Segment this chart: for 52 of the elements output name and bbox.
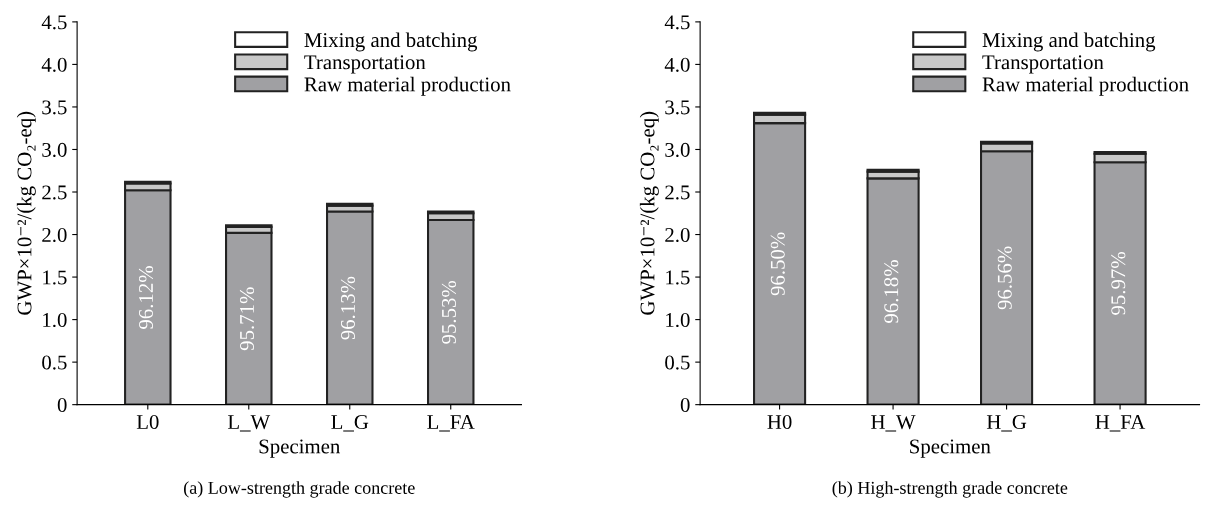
- bar: [225, 231, 273, 405]
- annotation: 96.13%: [340, 276, 356, 340]
- x-tick-label: H_FA: [1095, 415, 1146, 432]
- legend-label: Mixing and batching: [982, 32, 1156, 52]
- y-tick-label: 0: [57, 398, 67, 413]
- y-tick-label: 3.5: [42, 100, 67, 115]
- x-tick-label: H_W: [871, 415, 916, 432]
- x-tick-label: L_G: [331, 415, 369, 432]
- legend-label: Mixing and batching: [304, 32, 478, 52]
- y-tick-label: 0.5: [42, 355, 67, 370]
- y-tick-label: 4.5: [664, 15, 690, 30]
- y-tick-label: 4.0: [41, 57, 67, 72]
- y-tick-label: 3.0: [42, 142, 67, 157]
- y-tick-label: 2.0: [665, 227, 690, 243]
- y-tick-label: 1.0: [43, 312, 67, 328]
- bar: [124, 189, 172, 405]
- y-tick-label: 1.5: [666, 270, 690, 285]
- legend-label: Transportation: [304, 55, 426, 74]
- x-tick-label: L_W: [227, 415, 271, 432]
- annotation: 96.56%: [997, 246, 1012, 310]
- legend-label: Raw material production: [304, 76, 511, 96]
- x-axis-title: Specimen: [259, 439, 341, 458]
- x-tick-label: H_G: [986, 415, 1027, 432]
- annotation: 96.50%: [770, 232, 785, 296]
- bar: [326, 210, 374, 405]
- y-tick-label: 0: [680, 398, 690, 413]
- legend-label: Raw material production: [982, 76, 1189, 96]
- text: (a) Low-strength grade concrete: [184, 481, 415, 498]
- annotation: 95.97%: [1111, 252, 1126, 315]
- y-tick-label: 3.5: [665, 100, 690, 115]
- annotation: 96.12%: [138, 266, 154, 329]
- y-tick-label: 1.5: [43, 270, 67, 285]
- y-tick-label: 4.5: [41, 15, 67, 30]
- x-axis-title: Specimen: [910, 439, 991, 458]
- y-tick-label: 2.5: [665, 185, 690, 200]
- x-tick-label: L0: [136, 414, 159, 430]
- x-tick-label: L_FA: [427, 415, 475, 432]
- text: (b) High-strength grade concrete: [832, 481, 1068, 498]
- annotation: 95.53%: [441, 280, 457, 344]
- y-tick-label: 1.0: [666, 312, 690, 328]
- y-tick-label: 2.0: [42, 227, 67, 243]
- y-tick-label: 0.5: [665, 355, 690, 370]
- y-tick-label: 4.0: [664, 57, 690, 72]
- annotation: 95.71%: [239, 287, 255, 351]
- annotation: 96.18%: [884, 260, 899, 323]
- x-tick-label: H0: [767, 414, 792, 430]
- y-tick-label: 3.0: [665, 142, 690, 157]
- y-tick-label: 2.5: [42, 185, 67, 200]
- legend-label: Transportation: [982, 55, 1104, 74]
- y-axis-title: GWP×10⁻²/(kg CO₂-eq): [639, 111, 659, 315]
- y-axis-title: GWP×10⁻²/(kg CO₂-eq): [16, 111, 36, 315]
- bar: [866, 177, 920, 405]
